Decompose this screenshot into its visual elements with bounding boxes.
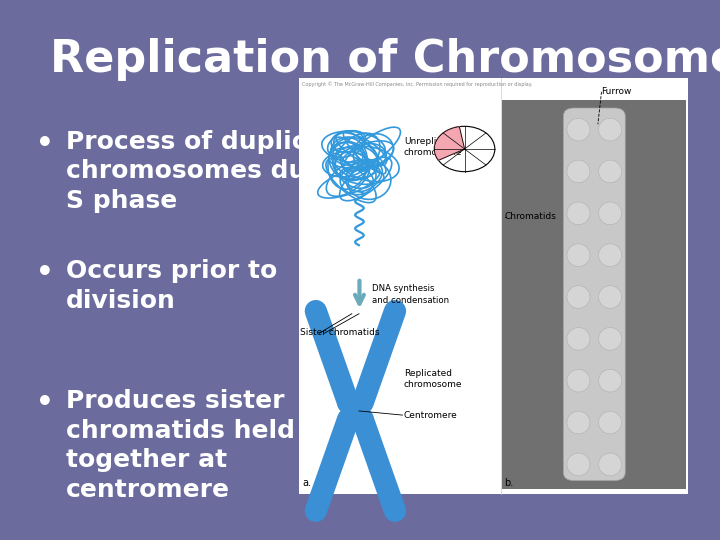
Text: Copyright © The McGraw-Hill Companies, Inc. Permission required for reproduction: Copyright © The McGraw-Hill Companies, I… [302,81,533,86]
Ellipse shape [598,160,621,183]
Text: Furrow: Furrow [601,87,632,96]
Ellipse shape [598,286,621,308]
Ellipse shape [567,453,590,476]
Ellipse shape [567,118,590,141]
Ellipse shape [598,118,621,141]
Text: Chromatids: Chromatids [505,212,557,221]
Ellipse shape [567,244,590,267]
FancyBboxPatch shape [563,108,625,481]
Ellipse shape [598,327,621,350]
Circle shape [434,126,495,172]
Bar [503,100,686,489]
Ellipse shape [598,244,621,267]
Ellipse shape [598,369,621,392]
Text: DNA synthesis
and condensation: DNA synthesis and condensation [372,285,449,305]
Text: a.: a. [302,477,311,488]
Ellipse shape [567,286,590,308]
Text: Unreplicated
chromosome: Unreplicated chromosome [404,137,462,157]
Text: Replication of Chromosomes: Replication of Chromosomes [50,38,720,81]
Ellipse shape [598,453,621,476]
Text: Replicated
chromosome: Replicated chromosome [404,369,462,389]
Bar [299,78,688,494]
Polygon shape [434,127,464,160]
Ellipse shape [567,202,590,225]
Text: Sister chromatids: Sister chromatids [300,328,379,337]
Ellipse shape [567,160,590,183]
Text: •: • [36,259,54,287]
Text: Produces sister
chromatids held
together at
centromere: Produces sister chromatids held together… [66,389,295,502]
Text: •: • [36,130,54,158]
Ellipse shape [567,369,590,392]
Ellipse shape [598,202,621,225]
Ellipse shape [567,327,590,350]
Text: b.: b. [504,477,513,488]
Ellipse shape [567,411,590,434]
Text: •: • [36,389,54,417]
Text: Occurs prior to
division: Occurs prior to division [66,259,277,313]
Text: Process of duplicating
chromosomes during
S phase: Process of duplicating chromosomes durin… [66,130,380,213]
Ellipse shape [598,411,621,434]
Text: Centromere: Centromere [404,410,458,420]
